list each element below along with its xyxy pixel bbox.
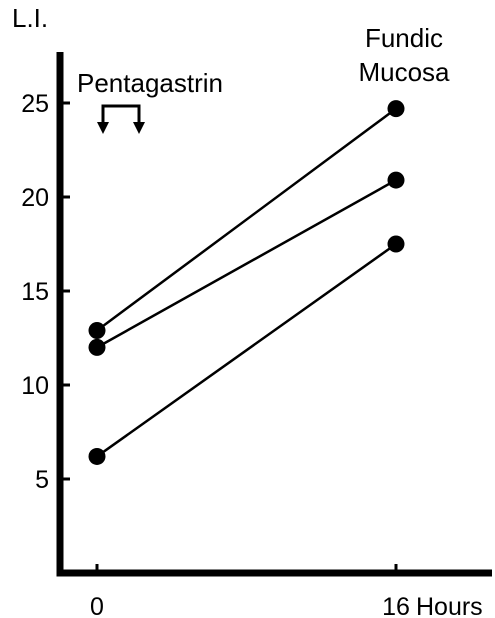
chart-title-line-2: Mucosa <box>358 57 450 87</box>
series-1-line <box>96 107 397 332</box>
series-2-line <box>96 178 397 349</box>
pentagastrin-bracket <box>101 104 141 124</box>
arrow-right-icon <box>133 122 145 134</box>
series-3-point-1 <box>88 447 106 465</box>
y-tick-label-5: 5 <box>35 466 49 494</box>
series-2-point-1 <box>88 338 106 356</box>
series-3-line <box>96 242 397 458</box>
y-tick-label-20: 20 <box>21 184 49 212</box>
x-tick-label-0: 0 <box>90 593 104 618</box>
series-1-point-1 <box>88 321 106 339</box>
series-1-point-2 <box>387 100 405 118</box>
x-axis-label: Hours <box>416 593 483 618</box>
y-tick-label-15: 15 <box>21 278 49 306</box>
y-tick-label-10: 10 <box>21 372 49 400</box>
marks <box>88 100 405 465</box>
series-3-point-2 <box>387 235 405 253</box>
series-2-point-2 <box>387 171 405 189</box>
chart-title-line-1: Fundic <box>365 23 443 53</box>
y-axis-label: L.I. <box>12 3 48 33</box>
annotation-label: Pentagastrin <box>77 68 223 98</box>
y-tick-label-25: 25 <box>21 90 49 118</box>
x-tick-label-16: 16 <box>382 593 410 618</box>
arrow-left-icon <box>97 122 109 134</box>
ticks: 5 10 15 20 25 0 16 <box>21 90 410 618</box>
